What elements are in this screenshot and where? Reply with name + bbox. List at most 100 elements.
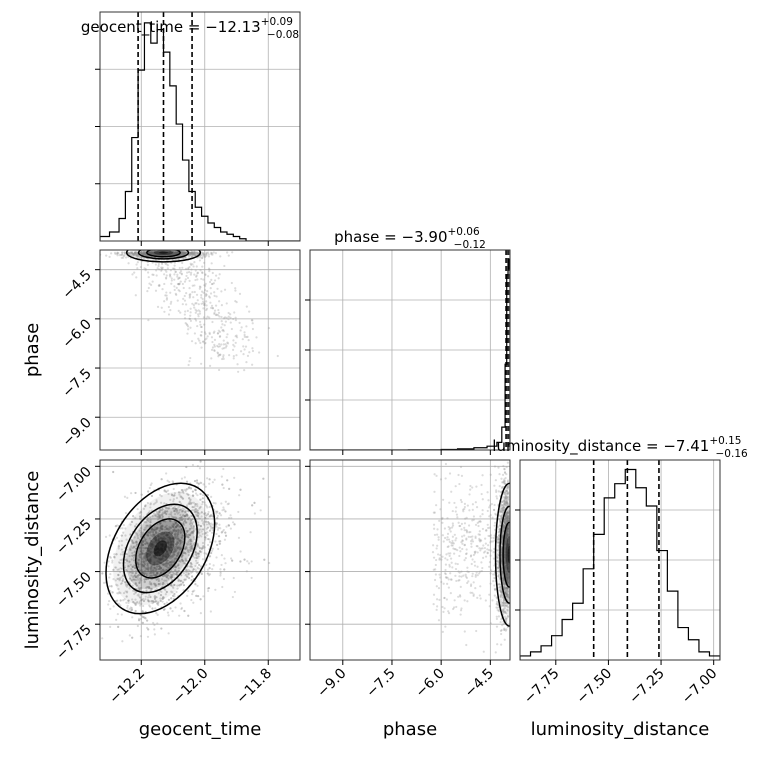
p20-sample-point <box>146 564 149 567</box>
p10-sample-point <box>184 257 188 260</box>
p20-sample-point <box>190 579 193 582</box>
p20-sample-point <box>132 515 135 518</box>
p10-sample-point <box>200 293 203 297</box>
p20-sample-point <box>172 487 175 491</box>
p20-sample-point <box>101 572 104 575</box>
p20-sample-point <box>117 544 121 548</box>
p10-sample-point <box>184 278 187 281</box>
p20-sample-point <box>147 519 150 523</box>
p10-sample-point <box>135 263 138 266</box>
p10-sample-point <box>186 276 190 280</box>
p10-sample-point <box>136 267 139 270</box>
p20-sample-point <box>124 555 127 559</box>
p10-sample-point <box>165 270 168 273</box>
p10-sample-point <box>183 313 186 316</box>
p10-sample-point <box>156 234 158 236</box>
p10-sample-point <box>197 252 200 255</box>
p10-sample-point <box>219 255 222 258</box>
p20-sample-point <box>174 530 178 533</box>
p20-sample-point <box>121 551 124 554</box>
p20-sample-point <box>176 541 179 544</box>
p20-sample-point <box>111 591 114 594</box>
p20-sample-point <box>192 601 195 604</box>
p10-sample-point <box>194 252 197 255</box>
p10-sample-point <box>167 251 170 254</box>
p20-sample-point <box>208 529 212 532</box>
p20-sample-point <box>201 494 205 497</box>
p20-sample-point <box>198 528 201 531</box>
p21-sample-point <box>459 498 463 502</box>
p20-sample-point <box>183 476 186 479</box>
p10-sample-point <box>190 251 193 254</box>
p20-sample-point <box>158 565 161 568</box>
p20-sample-point <box>143 539 146 542</box>
p20-sample-point <box>190 524 193 528</box>
p20-sample-point <box>161 516 164 519</box>
p20-sample-point <box>211 528 214 532</box>
p20-sample-point <box>239 488 242 491</box>
p10-sample-point <box>205 253 208 256</box>
p20-sample-point <box>144 504 147 507</box>
p10-sample-point <box>195 265 198 268</box>
p20-sample-point <box>131 584 134 587</box>
p20-sample-point <box>191 547 194 550</box>
p10-sample-point <box>194 302 197 305</box>
p20-sample-point <box>173 557 177 560</box>
p20-sample-point <box>213 478 216 481</box>
p20-sample-point <box>134 591 137 594</box>
p20-sample-point <box>149 567 153 571</box>
p20-sample-point <box>134 609 137 613</box>
p20-sample-point <box>155 567 158 570</box>
p20-sample-point <box>166 507 169 510</box>
p20-sample-point <box>147 565 150 569</box>
p20-sample-point <box>189 538 192 541</box>
p10-sample-point <box>178 271 182 274</box>
p20-sample-point <box>180 477 184 480</box>
p20-sample-point <box>160 524 163 528</box>
p20-sample-point <box>101 637 104 640</box>
p20-sample-point <box>170 590 173 593</box>
p20-sample-point <box>152 569 155 572</box>
p20-sample-point <box>143 520 146 523</box>
p20-sample-point <box>181 518 184 522</box>
p20-sample-point <box>222 486 225 490</box>
p20-sample-point <box>198 546 202 550</box>
p10-sample-point <box>181 251 184 254</box>
p10-sample-point <box>229 316 232 319</box>
p20-sample-point <box>167 598 171 601</box>
p20-sample-point <box>209 525 212 528</box>
p20-sample-point <box>126 606 129 609</box>
p20-sample-point <box>149 559 152 562</box>
p20-sample-point <box>112 470 115 474</box>
p20-sample-point <box>174 566 177 569</box>
p10-sample-point <box>194 278 197 282</box>
p21-sample-point <box>465 548 468 551</box>
p20-sample-point <box>145 586 148 589</box>
p20-sample-point <box>197 513 200 517</box>
p20-sample-point <box>210 531 214 534</box>
p11-histogram <box>310 258 510 450</box>
p10-sample-point <box>135 253 138 256</box>
p10-sample-point <box>177 258 180 261</box>
p20-sample-point <box>176 524 179 527</box>
p20-sample-point <box>175 545 178 548</box>
p20-sample-point <box>144 538 147 541</box>
p10-sample-point <box>175 251 178 254</box>
p20-sample-point <box>208 541 212 544</box>
p20-sample-point <box>154 514 157 517</box>
p20-sample-point <box>210 495 213 498</box>
p20-sample-point <box>188 501 191 504</box>
p20-sample-point <box>111 591 114 594</box>
p20-sample-point <box>262 477 265 480</box>
p20-sample-point <box>188 529 191 532</box>
p10-sample-point <box>143 253 146 257</box>
p20-sample-point <box>191 490 195 493</box>
p10-sample-point <box>171 267 175 270</box>
p10-sample-point <box>213 309 217 312</box>
p20-sample-point <box>208 478 211 481</box>
p10-sample-point <box>152 251 155 254</box>
p20-sample-point <box>194 553 198 556</box>
p10-sample-point <box>210 278 213 281</box>
p10-sample-point <box>149 252 152 255</box>
p20-sample-point <box>152 555 155 558</box>
